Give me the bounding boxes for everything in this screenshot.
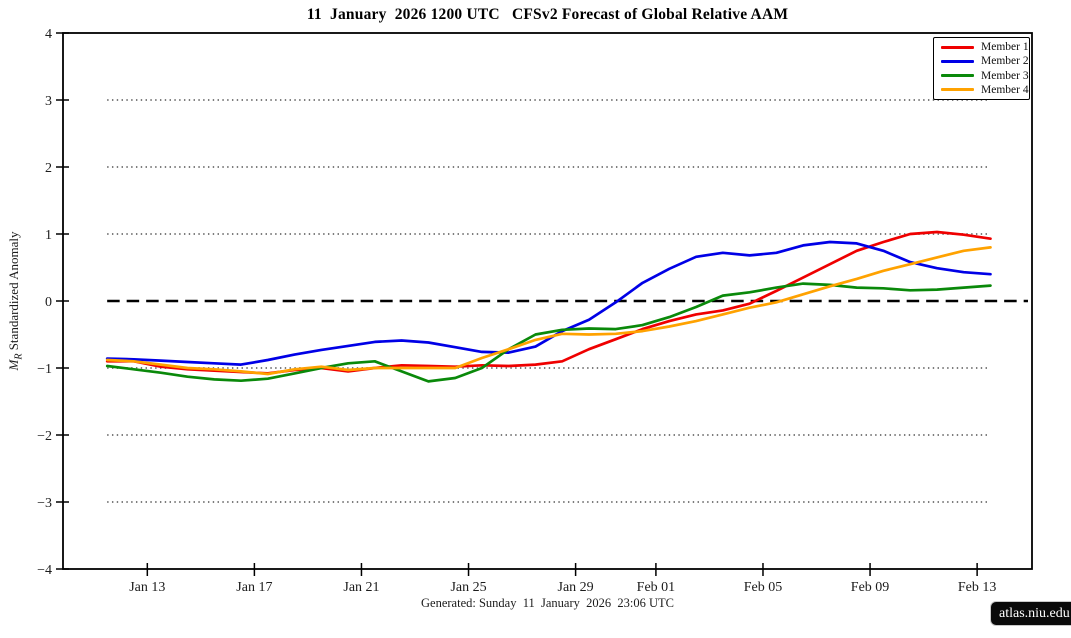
legend: Member 1 Member 2 Member 3 Member 4: [933, 37, 1030, 100]
legend-swatch-line: [941, 74, 974, 78]
generated-caption: Generated: Sunday 11 January 2026 23:06 …: [421, 596, 674, 610]
y-tick-label: −2: [37, 429, 52, 444]
x-tick-label: Feb 09: [851, 580, 890, 595]
y-tick-label: 0: [45, 295, 52, 310]
legend-entry: Member 3: [934, 69, 1029, 82]
member-1-line: [105, 230, 992, 375]
legend-label: Member 4: [981, 83, 1029, 96]
ylabel-text: Standardized Anomaly: [6, 231, 21, 354]
legend-entry: Member 2: [934, 55, 1029, 68]
member-3-line: [105, 282, 992, 383]
y-tick-label: −1: [37, 362, 52, 377]
legend-entry: Member 4: [934, 83, 1029, 96]
y-tick-label: 4: [45, 27, 52, 42]
y-tick-label: 1: [45, 228, 52, 243]
member-2-line: [105, 240, 992, 366]
member-4-line: [105, 246, 992, 376]
x-tick-label: Jan 29: [558, 580, 594, 595]
legend-label: Member 2: [981, 55, 1029, 68]
atlas-badge: atlas.niu.edu: [990, 601, 1071, 626]
legend-entry: Member 1: [934, 41, 1029, 54]
y-axis-label: MR Standardized Anomaly: [6, 216, 25, 386]
x-tick-label: Feb 13: [958, 580, 997, 595]
y-tick-label: −4: [37, 563, 52, 578]
ylabel-subscript: R: [13, 353, 25, 360]
legend-label: Member 3: [981, 69, 1029, 82]
chart-title: 11 January 2026 1200 UTC CFSv2 Forecast …: [306, 6, 789, 23]
x-tick-label: Feb 05: [744, 580, 783, 595]
x-tick-label: Jan 13: [129, 580, 165, 595]
legend-label: Member 1: [981, 41, 1029, 54]
y-tick-label: 2: [45, 161, 52, 176]
legend-swatch-line: [941, 45, 974, 49]
legend-swatch-line: [941, 88, 974, 92]
x-tick-label: Jan 25: [450, 580, 486, 595]
ylabel-math-symbol: M: [6, 359, 21, 371]
x-tick-label: Jan 17: [236, 580, 272, 595]
y-tick-label: −3: [37, 496, 52, 511]
x-tick-label: Jan 21: [343, 580, 379, 595]
legend-swatch-line: [941, 59, 974, 63]
y-tick-label: 3: [45, 94, 52, 109]
x-tick-label: Feb 01: [637, 580, 676, 595]
